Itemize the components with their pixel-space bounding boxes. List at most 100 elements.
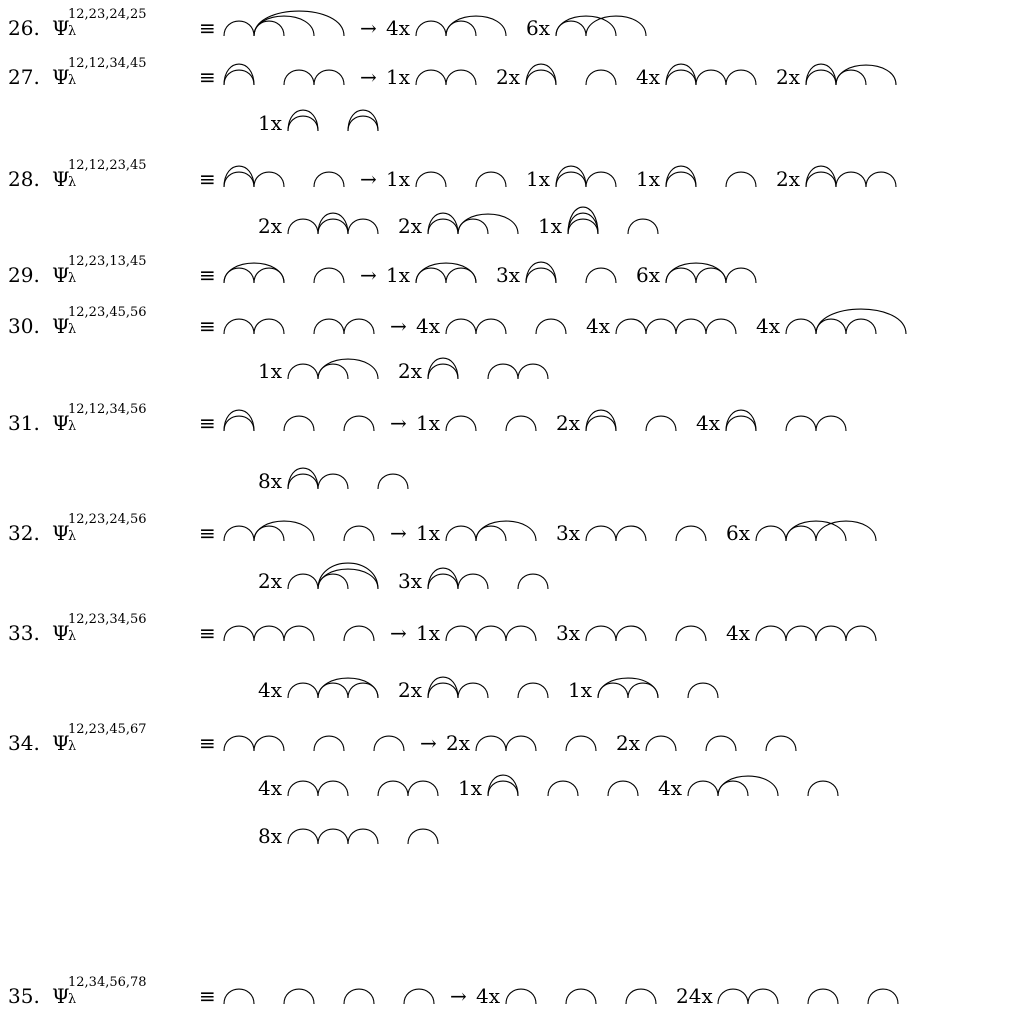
arc — [283, 69, 315, 86]
term-arc-diagram — [785, 308, 907, 335]
arc — [687, 780, 719, 797]
arc — [223, 525, 255, 542]
term-count: 4x — [636, 65, 661, 89]
term-count: 4x — [658, 776, 683, 800]
term-count: 4x — [416, 314, 441, 338]
arc — [253, 735, 285, 752]
arc — [317, 573, 349, 590]
arc — [317, 363, 349, 380]
arc — [675, 318, 707, 335]
lhs-arc-diagram — [223, 988, 435, 1005]
equiv-symbol: ≡ — [199, 984, 216, 1008]
arc — [585, 171, 617, 188]
arc — [717, 775, 779, 797]
arc — [287, 682, 319, 699]
arrow-symbol: → — [420, 731, 437, 755]
superscript-indices: 12,12,34,45 — [68, 56, 147, 71]
equation-number: 27. — [8, 65, 40, 89]
arc — [805, 165, 837, 188]
lambda-subscript: λ — [68, 419, 77, 434]
arc — [457, 213, 519, 235]
arc — [287, 828, 319, 845]
arc — [687, 682, 719, 699]
psi-symbol: Ψ — [52, 411, 70, 435]
arc — [317, 828, 349, 845]
arc — [407, 780, 439, 797]
arc — [403, 988, 435, 1005]
arc — [705, 318, 737, 335]
equiv-symbol: ≡ — [199, 263, 216, 287]
arc — [665, 171, 697, 188]
lambda-subscript: λ — [68, 73, 77, 88]
term-count: 2x — [398, 359, 423, 383]
psi-symbol: Ψ — [52, 731, 70, 755]
arc — [343, 625, 375, 642]
arc — [505, 625, 537, 642]
arc — [223, 988, 255, 1005]
arc — [313, 735, 345, 752]
term-count: 2x — [258, 569, 283, 593]
arc — [627, 218, 659, 235]
arc — [427, 573, 459, 590]
equiv-symbol: ≡ — [199, 621, 216, 645]
superscript-indices: 12,34,56,78 — [68, 975, 147, 990]
arc — [725, 409, 757, 432]
arc — [415, 69, 447, 86]
term-count: 2x — [616, 731, 641, 755]
arc — [415, 262, 477, 284]
term-arc-diagram — [427, 212, 519, 235]
term-arc-diagram — [665, 262, 757, 284]
arc — [785, 625, 817, 642]
lambda-subscript: λ — [68, 739, 77, 754]
arc — [487, 363, 519, 380]
term-arc-diagram — [597, 677, 719, 699]
arc — [313, 318, 345, 335]
term-arc-diagram — [645, 735, 797, 752]
term-arc-diagram — [585, 525, 707, 542]
arc — [525, 261, 557, 284]
psi-symbol: Ψ — [52, 65, 70, 89]
arrow-symbol: → — [390, 521, 407, 545]
term-arc-diagram — [615, 318, 737, 335]
arc — [313, 171, 345, 188]
arc — [665, 63, 697, 86]
arc — [475, 520, 537, 542]
arc — [253, 520, 315, 542]
arc — [445, 69, 477, 86]
arc — [785, 318, 817, 335]
term-arc-diagram — [445, 318, 567, 335]
term-arc-diagram — [427, 357, 549, 380]
term-arc-diagram — [665, 63, 757, 86]
arc — [815, 415, 847, 432]
term-arc-diagram — [567, 206, 659, 235]
arc — [475, 525, 507, 542]
term-arc-diagram — [415, 15, 507, 37]
arrow-symbol: → — [390, 621, 407, 645]
arc — [283, 988, 315, 1005]
equation-number: 26. — [8, 16, 40, 40]
equation-number: 29. — [8, 263, 40, 287]
arc — [815, 308, 907, 335]
superscript-indices: 12,12,34,56 — [68, 402, 147, 417]
arc — [223, 318, 255, 335]
arc — [555, 20, 587, 37]
term-count: 2x — [496, 65, 521, 89]
lhs-arc-diagram — [223, 520, 375, 542]
equiv-symbol: ≡ — [199, 65, 216, 89]
term-arc-diagram — [665, 165, 757, 188]
arc — [487, 780, 519, 797]
arc — [665, 165, 697, 188]
arc — [845, 625, 877, 642]
arc — [807, 780, 839, 797]
arc — [445, 318, 477, 335]
arc — [377, 780, 409, 797]
term-count: 1x — [538, 214, 563, 238]
arc — [645, 735, 677, 752]
term-arc-diagram — [555, 165, 617, 188]
equiv-symbol: ≡ — [199, 411, 216, 435]
term-count: 1x — [386, 65, 411, 89]
arc — [287, 467, 319, 490]
lhs-arc-diagram — [223, 10, 345, 37]
term-count: 6x — [636, 263, 661, 287]
term-count: 2x — [398, 214, 423, 238]
